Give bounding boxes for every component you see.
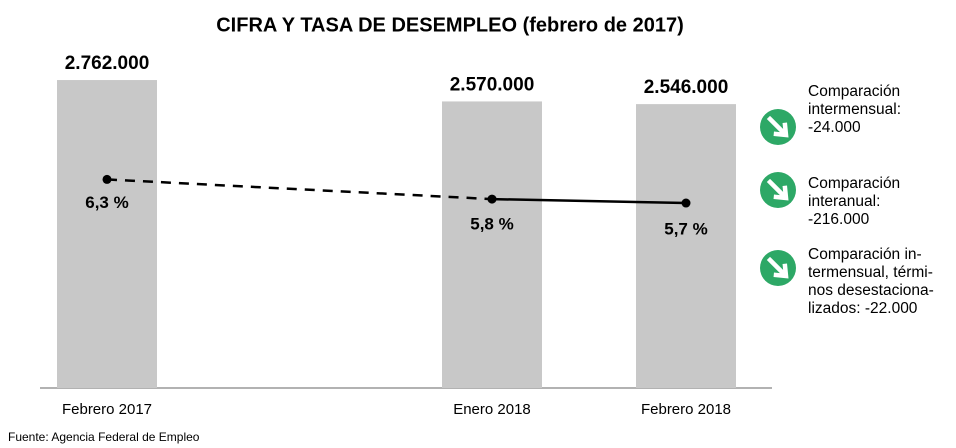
annotation: Comparación in-termensual, térmi-nos des… — [760, 246, 934, 317]
annotation-text: nos desestaciona- — [808, 282, 934, 299]
annotation-text: Comparación — [808, 83, 900, 100]
chart-title: CIFRA Y TASA DE DESEMPLEO (febrero de 20… — [216, 14, 684, 36]
annotation-text: lizados: -22.000 — [808, 300, 918, 317]
annotation-text: -24.000 — [808, 119, 861, 136]
bar-value-label: 2.762.000 — [65, 53, 150, 74]
annotation-text: interanual: — [808, 193, 880, 210]
line-point — [102, 174, 112, 184]
line-point — [487, 194, 497, 204]
x-tick-label: Enero 2018 — [453, 401, 531, 418]
annotation-text: intermensual: — [808, 101, 901, 118]
annotation-arrow — [766, 178, 789, 201]
line-value-label: 6,3 % — [85, 193, 128, 212]
source: Fuente: Agencia Federal de Empleo — [8, 430, 200, 444]
bar — [442, 101, 542, 388]
annotation-text: Comparación in- — [808, 246, 922, 263]
bar-value-label: 2.570.000 — [450, 74, 535, 95]
annotation-arrow — [766, 256, 789, 279]
annotation-text: termensual, térmi- — [808, 264, 933, 281]
x-tick-label: Febrero 2018 — [641, 401, 731, 418]
annotation-text: -216.000 — [808, 211, 870, 228]
line-value-label: 5,7 % — [664, 220, 707, 239]
bar-value-label: 2.546.000 — [644, 77, 729, 98]
x-tick-label: Febrero 2017 — [62, 401, 152, 418]
line-value-label: 5,8 % — [470, 215, 513, 234]
bar — [57, 80, 157, 389]
annotation-text: Comparación — [808, 175, 900, 192]
annotation-arrow — [766, 115, 789, 138]
line-segment — [106, 178, 493, 201]
line-point — [681, 198, 691, 208]
bar — [636, 104, 736, 388]
line-segment — [491, 197, 687, 205]
